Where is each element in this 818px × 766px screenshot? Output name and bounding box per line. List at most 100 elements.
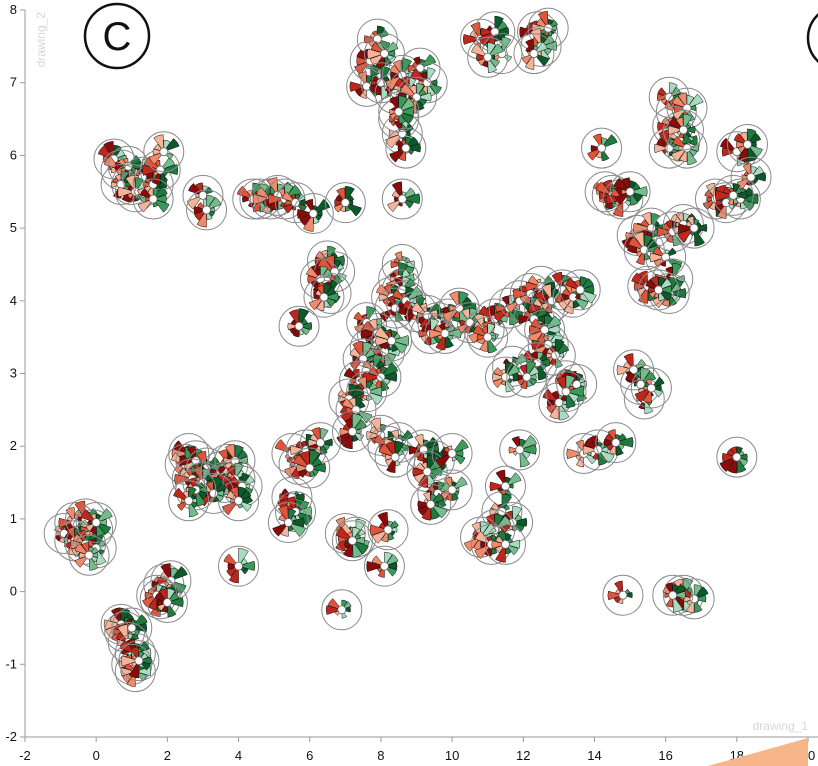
glyph-center bbox=[529, 49, 539, 59]
y-tick-label: 2 bbox=[10, 438, 17, 453]
data-point-glyph bbox=[143, 131, 185, 173]
data-point-glyph bbox=[374, 436, 416, 478]
glyph-center bbox=[625, 187, 635, 197]
glyph-ring bbox=[673, 207, 715, 249]
glyph-center bbox=[543, 340, 553, 349]
glyph-ring bbox=[168, 480, 210, 522]
glyph-ring bbox=[538, 382, 580, 424]
glyph-center bbox=[198, 190, 208, 200]
data-point-glyph bbox=[118, 640, 160, 682]
glyph-ring bbox=[367, 509, 409, 551]
glyph-center bbox=[134, 656, 144, 666]
glyph-sector bbox=[320, 428, 329, 440]
x-tick-label: 2 bbox=[164, 748, 171, 763]
glyph-center bbox=[184, 496, 194, 506]
glyph-center bbox=[348, 536, 357, 546]
x-tick-label: 16 bbox=[658, 748, 672, 763]
data-point-glyph bbox=[602, 574, 644, 616]
glyph-sector bbox=[449, 291, 460, 306]
glyph-ring bbox=[513, 33, 555, 75]
glyph-center bbox=[380, 561, 389, 571]
data-point-glyph bbox=[424, 313, 466, 355]
data-point-glyph bbox=[324, 182, 366, 224]
glyph-center bbox=[234, 561, 243, 571]
x-tick-label: 14 bbox=[587, 748, 601, 763]
glyph-sector bbox=[155, 199, 170, 213]
glyph-ring bbox=[609, 171, 651, 213]
glyph-ring bbox=[520, 25, 562, 67]
data-point-glyph bbox=[146, 582, 188, 624]
glyph-center bbox=[501, 539, 510, 549]
glyph-center bbox=[682, 143, 692, 153]
glyph-ring bbox=[75, 502, 117, 544]
y-axis-title: drawing_2 bbox=[34, 12, 48, 68]
glyph-ring bbox=[559, 269, 601, 311]
y-tick-label: 8 bbox=[10, 2, 17, 17]
glyph-center bbox=[91, 518, 101, 527]
data-point-glyph bbox=[474, 11, 516, 53]
glyph-ring bbox=[118, 640, 160, 682]
data-point-glyph bbox=[467, 36, 509, 78]
glyph-center bbox=[390, 452, 400, 462]
glyph-ring bbox=[385, 127, 427, 169]
glyph-ring bbox=[292, 193, 334, 235]
glyph-center bbox=[543, 23, 553, 33]
y-tick-label: 1 bbox=[10, 511, 17, 526]
glyph-center bbox=[743, 140, 752, 149]
glyph-ring bbox=[385, 280, 427, 322]
glyph-sector bbox=[635, 358, 647, 369]
glyph-center bbox=[679, 125, 688, 135]
data-point-glyph bbox=[331, 411, 373, 453]
data-point-glyph bbox=[673, 207, 715, 249]
glyph-ring bbox=[363, 545, 405, 587]
glyph-center bbox=[308, 209, 318, 218]
glyph-center bbox=[689, 223, 699, 233]
glyph-center bbox=[397, 194, 407, 204]
glyph-ring bbox=[602, 574, 644, 616]
glyph-ring bbox=[303, 276, 345, 318]
data-point-glyph bbox=[381, 178, 423, 220]
glyph-center bbox=[597, 143, 606, 153]
y-tick-label: 4 bbox=[10, 293, 17, 308]
glyph-layer bbox=[43, 7, 772, 693]
data-point-glyph bbox=[431, 432, 473, 474]
glyph-center bbox=[412, 92, 421, 102]
glyph-center bbox=[148, 194, 158, 204]
glyph-center bbox=[422, 78, 432, 88]
glyph-center bbox=[348, 427, 357, 437]
glyph-center bbox=[316, 438, 325, 447]
data-point-glyph bbox=[267, 502, 309, 544]
glyph-center bbox=[728, 190, 738, 200]
glyph-ring bbox=[581, 127, 623, 169]
x-ticks: -202468101214161820 bbox=[19, 737, 815, 763]
data-point-glyph bbox=[321, 589, 363, 631]
glyph-center bbox=[483, 52, 493, 62]
glyph-ring bbox=[374, 436, 416, 478]
panel-letter: C bbox=[103, 15, 132, 59]
glyph-ring bbox=[324, 182, 366, 224]
glyph-ring bbox=[595, 422, 637, 464]
glyph-ring bbox=[431, 469, 473, 511]
glyph-sector bbox=[387, 200, 401, 213]
glyph-center bbox=[234, 496, 243, 506]
data-point-glyph bbox=[367, 509, 409, 551]
glyph-center bbox=[394, 107, 404, 117]
glyph-sector bbox=[592, 133, 602, 146]
next-panel-badge-edge bbox=[806, 13, 818, 63]
data-point-glyph bbox=[363, 545, 405, 587]
glyph-center bbox=[515, 445, 525, 455]
y-tick-label: 0 bbox=[10, 584, 17, 599]
y-ticks: -2 -1 0 1 2 3 4 5 6 7 8 bbox=[5, 2, 25, 744]
data-point-glyph bbox=[577, 429, 619, 471]
x-tick-label: 4 bbox=[235, 748, 242, 763]
data-point-glyph bbox=[132, 178, 174, 220]
x-tick-label: -2 bbox=[19, 748, 31, 763]
glyph-sector bbox=[665, 598, 674, 608]
glyph-ring bbox=[652, 574, 694, 616]
glyph-center bbox=[426, 499, 436, 509]
glyph-center bbox=[422, 467, 432, 477]
glyph-sector bbox=[274, 439, 290, 453]
glyph-ring bbox=[278, 305, 320, 347]
data-point-glyph bbox=[609, 171, 651, 213]
